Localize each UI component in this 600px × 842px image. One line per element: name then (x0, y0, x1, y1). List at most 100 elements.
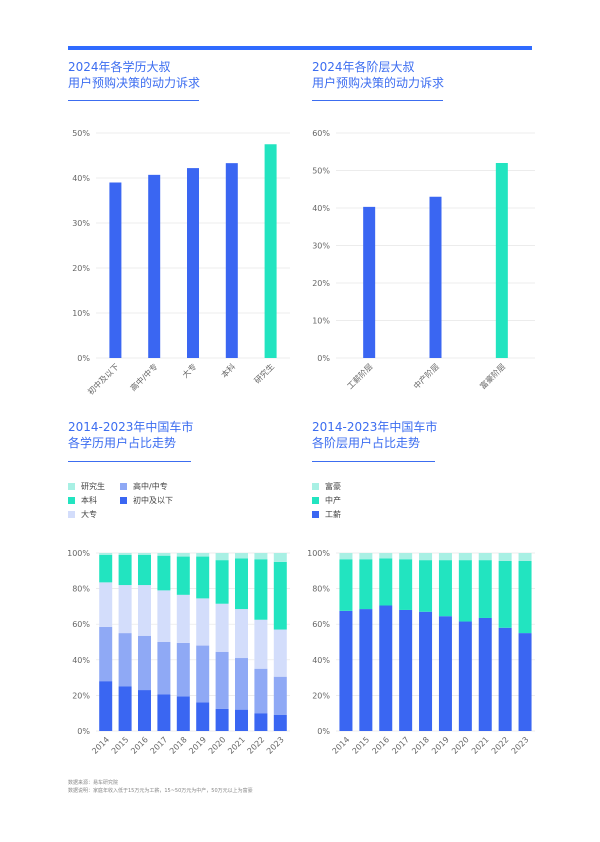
chart3-bar-segment (254, 553, 268, 560)
chart3-bar-segment (254, 619, 268, 669)
chart2-y-tick-label: 20% (312, 279, 330, 288)
chart3-bar-segment (118, 553, 132, 555)
chart3-title-line1: 2014-2023年中国车市 (68, 420, 194, 434)
chart4-bar-segment (458, 560, 472, 622)
chart3-bar-segment (118, 554, 132, 586)
chart3-bar-segment (138, 553, 151, 555)
chart3-bar-segment (99, 582, 113, 627)
chart4-x-tick-label: 2017 (390, 735, 411, 756)
chart3-bar-segment (99, 554, 113, 583)
chart2-y-tick-label: 10% (312, 317, 330, 326)
chart3-bar-segment (254, 668, 268, 714)
chart4-x-tick-label: 2023 (510, 735, 531, 756)
chart3-legend-label: 高中/中专 (133, 481, 168, 491)
chart4-x-tick-label: 2016 (370, 735, 391, 756)
chart4-legend-label: 工薪 (325, 509, 341, 519)
chart4-bar-segment (478, 617, 492, 731)
chart3-bar-segment (118, 686, 132, 731)
chart1-y-tick-label: 20% (72, 264, 90, 273)
chart3-legend-label: 初中及以下 (133, 495, 173, 505)
chart4-bar-segment (438, 616, 452, 731)
chart3-bar-segment (157, 642, 171, 695)
chart3-x-tick-label: 2019 (187, 735, 208, 756)
chart4-bar-segment (458, 553, 472, 561)
chart4-bar-segment (339, 610, 353, 731)
chart4-bar-segment (518, 553, 532, 562)
chart4-bar-segment (419, 553, 433, 561)
chart3-bar-segment (273, 629, 287, 677)
chart2-y-tick-label: 40% (312, 204, 330, 213)
chart1-title-line2: 用户预购决策的动力诉求 (68, 76, 201, 90)
chart4-bar-segment (379, 605, 393, 731)
chart3-bar-segment (215, 603, 229, 652)
chart3-legend-swatch (68, 497, 75, 504)
chart4-bar-segment (379, 558, 393, 606)
chart3-bar-segment (138, 554, 151, 586)
chart3-bar-segment (215, 651, 229, 709)
chart3-legend-swatch (68, 511, 75, 518)
chart4-legend-swatch (312, 511, 319, 518)
chart3-bar-segment (254, 713, 268, 731)
chart3-x-tick-label: 2018 (168, 735, 189, 756)
chart4-legend-swatch (312, 483, 319, 490)
chart4-x-tick-label: 2020 (450, 735, 471, 756)
chart3-bar-segment (99, 553, 113, 555)
chart3-bar-segment (157, 555, 171, 591)
chart4-bar-segment (518, 633, 532, 731)
chart3-y-tick-label: 0% (77, 727, 90, 736)
chart3-bar-segment (196, 556, 210, 599)
chart2-title-line2: 用户预购决策的动力诉求 (312, 76, 445, 90)
chart2-x-tick-label: 中产阶层 (411, 361, 441, 391)
chart3-x-tick-label: 2016 (129, 735, 150, 756)
chart4-bar-segment (339, 559, 353, 611)
chart3-legend-label: 本科 (81, 495, 97, 505)
chart3-y-tick-label: 60% (72, 620, 90, 629)
chart3-bar-segment (99, 626, 113, 682)
chart3-bar-segment (235, 553, 248, 559)
chart4-bar-segment (399, 559, 413, 610)
chart3-bar-segment (138, 635, 151, 691)
chart2-x-tick-label: 工薪阶层 (345, 361, 375, 391)
chart4-bar-segment (359, 553, 373, 560)
chart3-bar-segment (273, 561, 287, 630)
chart3-bar-segment (176, 696, 190, 731)
source-note: 数据来源：易车研究院 (68, 780, 119, 786)
chart1-x-tick-label: 大专 (180, 361, 198, 379)
chart4-x-tick-label: 2022 (490, 735, 511, 756)
chart1-bar (148, 174, 161, 358)
chart1-bar (225, 163, 238, 358)
chart1-y-tick-label: 0% (77, 354, 90, 363)
chart3-bar-segment (273, 676, 287, 715)
chart3-bar-segment (176, 594, 190, 643)
chart3-bar-segment (215, 560, 229, 604)
chart3-bar-segment (157, 590, 171, 642)
chart4-x-tick-label: 2018 (410, 735, 431, 756)
chart3-x-tick-label: 2023 (265, 735, 286, 756)
chart3-y-tick-label: 40% (72, 656, 90, 665)
chart4-legend-label: 中产 (325, 495, 341, 505)
chart2-x-tick-label: 富豪阶层 (478, 361, 508, 391)
chart4-x-tick-label: 2019 (430, 735, 451, 756)
chart3-legend-swatch (120, 497, 127, 504)
chart3-y-tick-label: 100% (67, 549, 90, 558)
chart3-legend-label: 大专 (81, 509, 97, 519)
chart3-bar-segment (215, 708, 229, 731)
chart3-x-tick-label: 2022 (246, 735, 267, 756)
top-accent-bar (68, 46, 532, 50)
chart3-bar-segment (235, 558, 248, 610)
chart4-bar-segment (419, 560, 433, 612)
chart3-bar-segment (273, 553, 287, 562)
chart4-bar-segment (438, 560, 452, 617)
chart4-bar-segment (478, 560, 492, 618)
chart4-y-tick-label: 0% (317, 727, 330, 736)
chart1-x-tick-label: 本科 (219, 361, 237, 379)
chart4-y-tick-label: 20% (312, 691, 330, 700)
chart3-bar-segment (157, 694, 171, 731)
chart1-bar (109, 182, 122, 358)
chart1-bar (187, 168, 199, 358)
chart3-y-tick-label: 80% (72, 585, 90, 594)
chart3-x-tick-label: 2014 (90, 735, 111, 756)
chart3-bar-segment (215, 553, 229, 561)
chart1-bar (264, 144, 277, 358)
chart1-y-tick-label: 30% (72, 219, 90, 228)
